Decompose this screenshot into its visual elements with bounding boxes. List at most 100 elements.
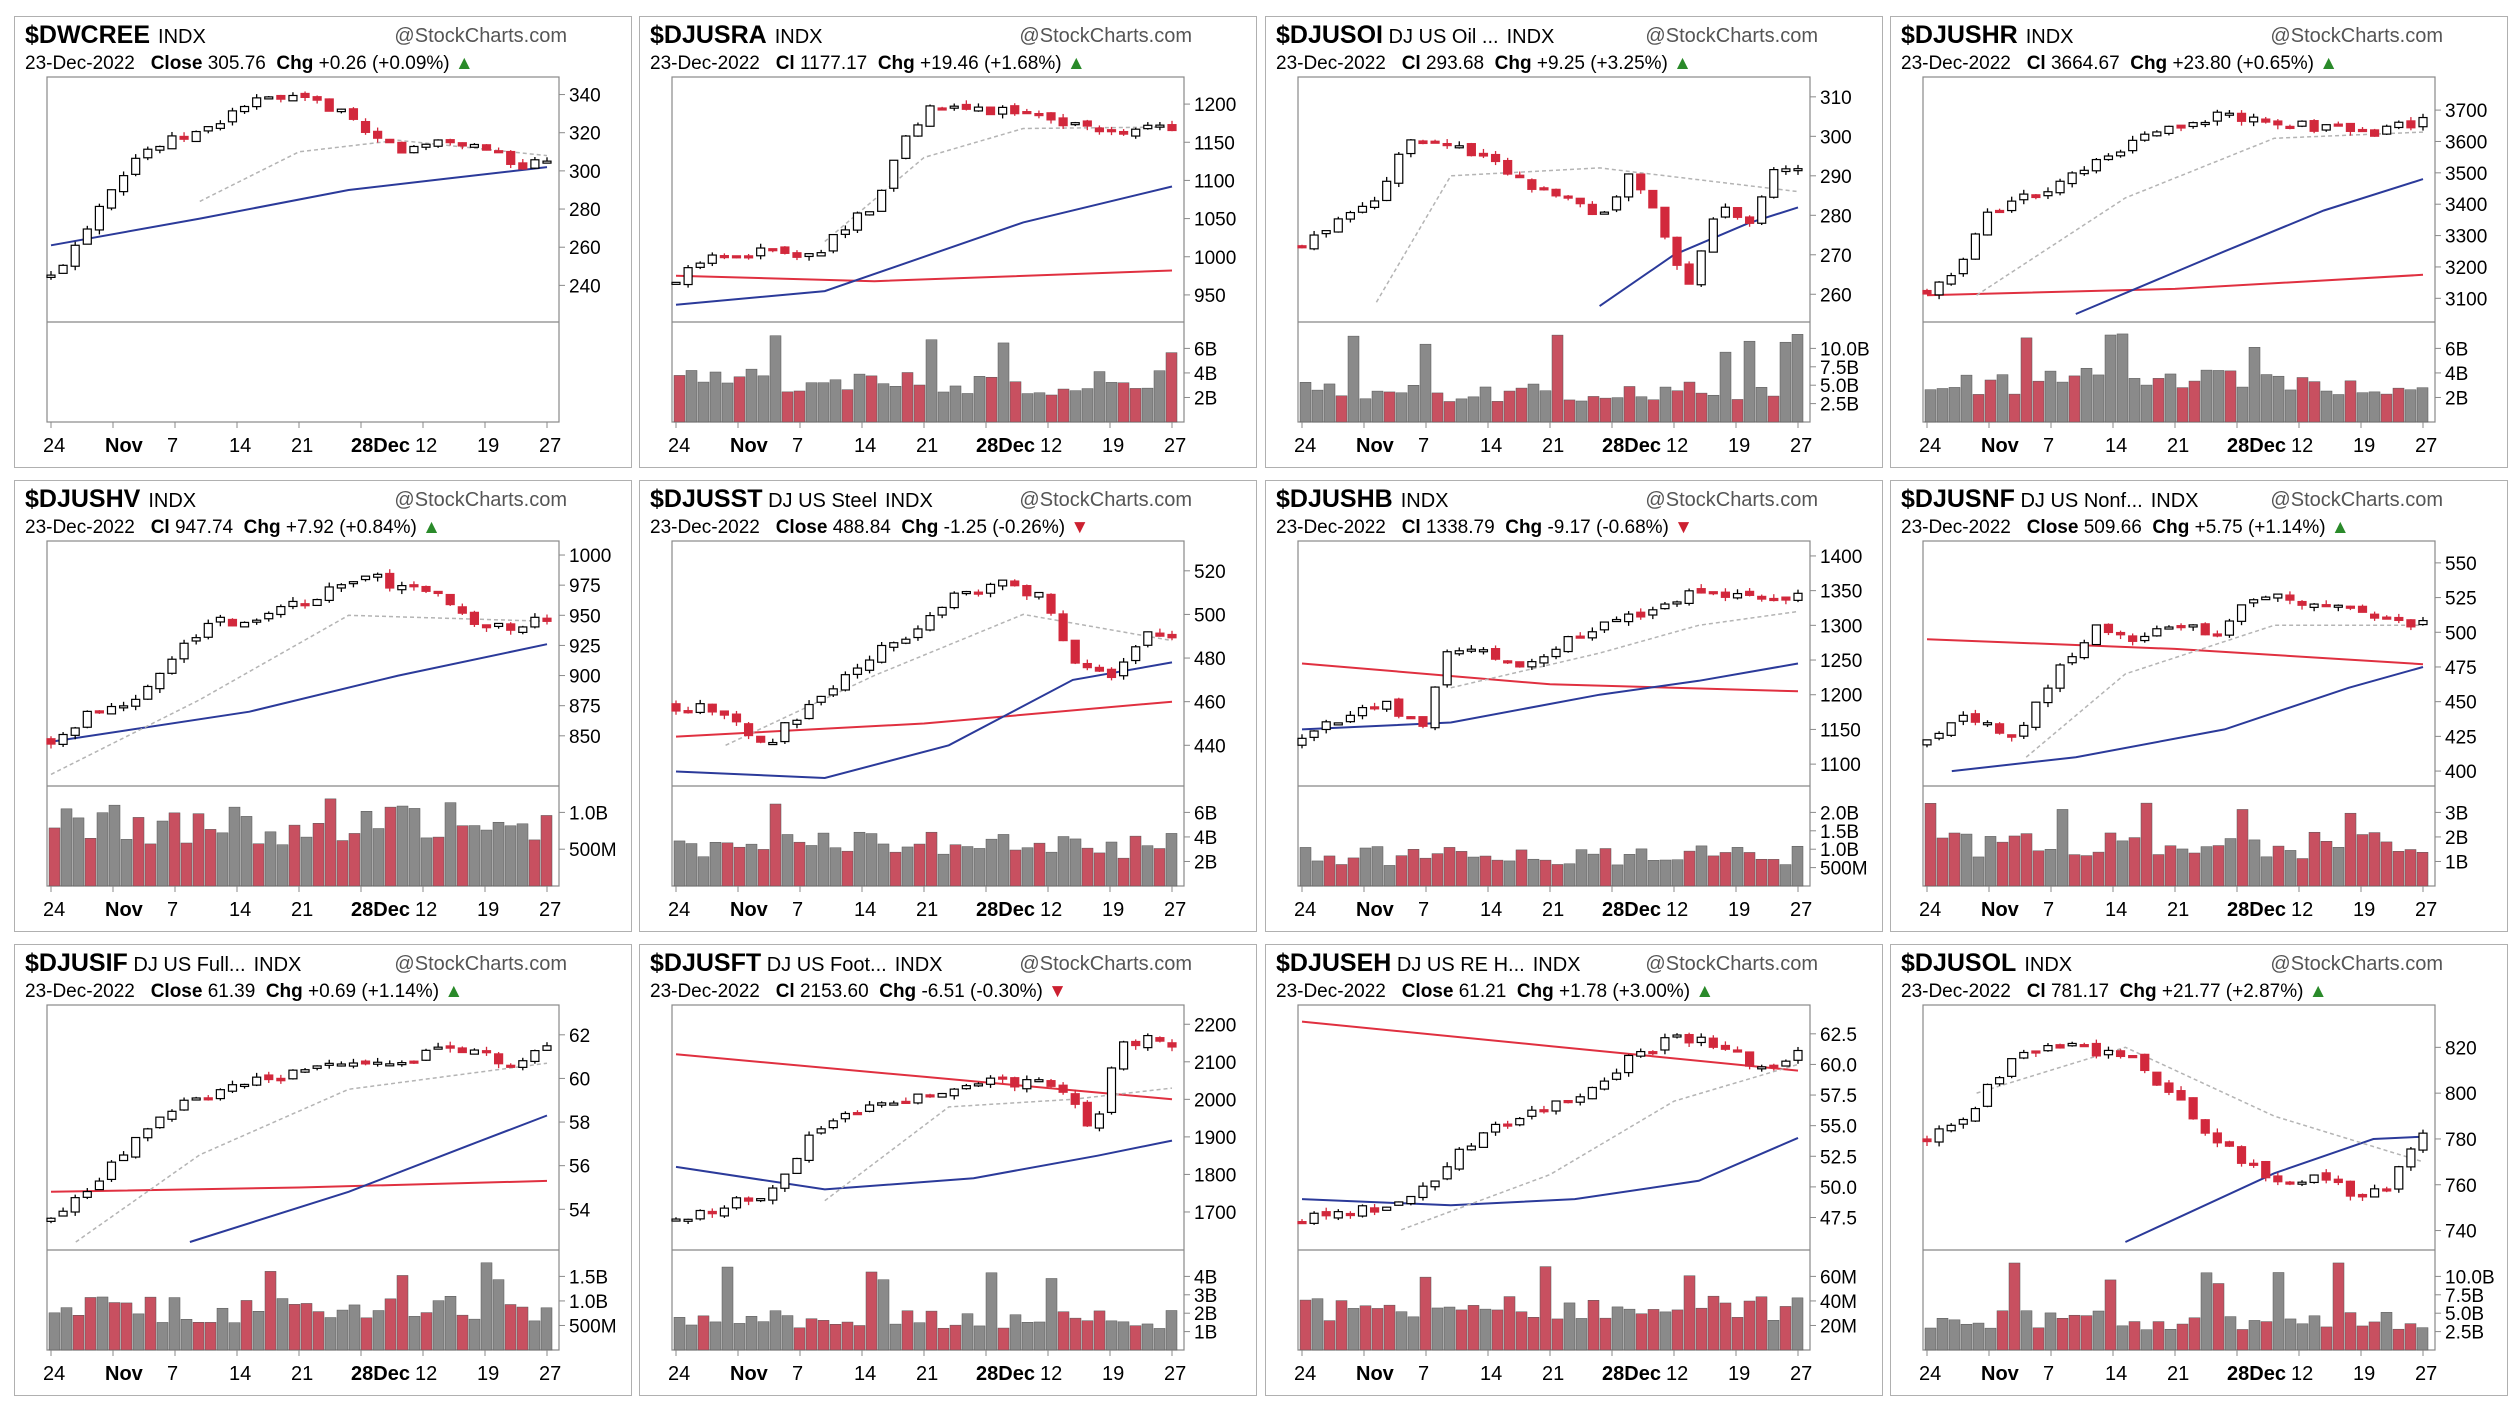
candle-body <box>1636 611 1646 618</box>
x-tick-label: 7 <box>167 1363 178 1385</box>
chart-panel: $DJUSIF DJ US Full... INDX @StockCharts.co… <box>14 944 632 1396</box>
candle-body <box>1611 196 1622 211</box>
volume-bar <box>901 372 914 423</box>
brand-logo: @StockCharts.com <box>1019 953 1192 975</box>
candle-body <box>1094 1113 1105 1129</box>
x-tick-label: Nov <box>1356 899 1395 921</box>
candle-body <box>1070 639 1080 664</box>
volume-bar <box>769 335 782 423</box>
x-tick-label: 12 <box>415 435 437 457</box>
chart-symbol: $DWCREE INDX <box>25 21 206 50</box>
candle-body <box>864 1104 875 1112</box>
volume-bar <box>829 379 842 423</box>
sma-short-line <box>725 613 1173 746</box>
brand-logo: @StockCharts.com <box>394 25 567 47</box>
candle-body <box>1781 596 1791 601</box>
volume-bar <box>1455 851 1468 887</box>
symbol-text: $DJUSIF <box>25 949 128 977</box>
candle-body <box>215 123 225 129</box>
vol-tick-label: 10.0B <box>2445 1267 2495 1288</box>
x-tick-label: 24 <box>1919 1363 1941 1385</box>
candle-body <box>1010 105 1020 115</box>
x-tick-label: 12 <box>2291 435 2313 457</box>
volume-bar <box>2224 1316 2237 1351</box>
sma-short-line <box>1375 167 1799 303</box>
volume-bar <box>84 1297 97 1351</box>
vol-tick-label: 7.5B <box>1820 358 1859 379</box>
vol-tick-label: 1.5B <box>1820 822 1859 843</box>
change-value: +7.92 (+0.84%) <box>285 517 417 538</box>
candle-body <box>1732 592 1743 599</box>
candle-body <box>1106 129 1117 133</box>
sma-mid-line <box>50 643 548 743</box>
candle-body <box>1297 737 1307 746</box>
volume-bar <box>2212 370 2225 423</box>
candle-body <box>1946 722 1956 736</box>
close-value: 781.17 <box>2050 981 2110 1002</box>
candle-body <box>925 615 935 631</box>
close-value: 305.76 <box>207 53 266 74</box>
change-label: Chg <box>879 981 917 1002</box>
candle-body <box>1010 580 1020 587</box>
candle-body <box>1611 1072 1622 1080</box>
candle-body <box>2128 635 2138 642</box>
candle-body <box>1106 1067 1117 1114</box>
y-tick-label: 450 <box>2445 693 2477 714</box>
candle-body <box>373 130 383 139</box>
volume-bar <box>504 1304 517 1351</box>
vol-tick-label: 4B <box>1194 364 1217 385</box>
volume-bar <box>2116 840 2129 887</box>
candle-body <box>973 591 984 595</box>
candle-body <box>1757 1066 1767 1070</box>
volume-bar <box>2320 390 2333 423</box>
change-label: Chg <box>1516 981 1554 1002</box>
candle-body <box>1922 1138 1932 1143</box>
volume-bar <box>1575 849 1588 887</box>
volume-bar <box>2164 1328 2177 1351</box>
candle-body <box>457 606 467 614</box>
candle-body <box>360 120 371 133</box>
candle-body <box>1309 234 1319 250</box>
candle-body <box>131 698 141 707</box>
price-summary: 23-Dec-2022 Cl 2153.60 Chg -6.51 (-0.30%… <box>650 981 1067 1003</box>
candle-body <box>1466 143 1476 157</box>
candle-body <box>1958 258 1968 275</box>
up-arrow-icon: ▲ <box>1066 53 1086 74</box>
candle-body <box>901 638 911 644</box>
x-tick-label: 27 <box>1790 435 1812 457</box>
candle-body <box>106 1161 117 1181</box>
volume-bar <box>1936 837 1949 887</box>
x-tick-label: 28Dec <box>976 899 1035 921</box>
candle-body <box>1070 122 1080 126</box>
candle-body <box>2285 594 2295 601</box>
volume-bar <box>348 1304 361 1351</box>
volume-bar <box>841 850 854 887</box>
candle-body <box>542 617 552 622</box>
candle-body <box>469 611 480 625</box>
volume-bar <box>2164 845 2177 887</box>
volume-bar <box>1311 389 1324 423</box>
volume-bar <box>1948 832 1961 887</box>
x-tick-label: 19 <box>477 1363 499 1385</box>
candle-body <box>901 1100 911 1105</box>
y-tick-label: 300 <box>1820 127 1852 148</box>
candle-body <box>2236 1146 2247 1164</box>
x-tick-label: 24 <box>1294 899 1316 921</box>
candle-body <box>1769 597 1779 602</box>
change-label: Chg <box>243 517 281 538</box>
candle-body <box>2309 1174 2319 1184</box>
candle-body <box>2067 656 2077 664</box>
volume-bar <box>2308 831 2321 887</box>
candle-body <box>913 124 923 137</box>
volume-bar <box>1407 385 1420 423</box>
vol-tick-label: 2.5B <box>1820 395 1859 416</box>
volume-bar <box>1371 390 1384 423</box>
volume-bar <box>865 375 878 423</box>
candle-body <box>998 579 1008 587</box>
candle-body <box>506 623 516 631</box>
candle-body <box>2382 1188 2392 1192</box>
y-tick-label: 1000 <box>569 546 611 567</box>
change-value: +0.26 (+0.09%) <box>318 53 450 74</box>
x-tick-label: 14 <box>854 435 876 457</box>
close-value: 1177.17 <box>799 53 868 74</box>
